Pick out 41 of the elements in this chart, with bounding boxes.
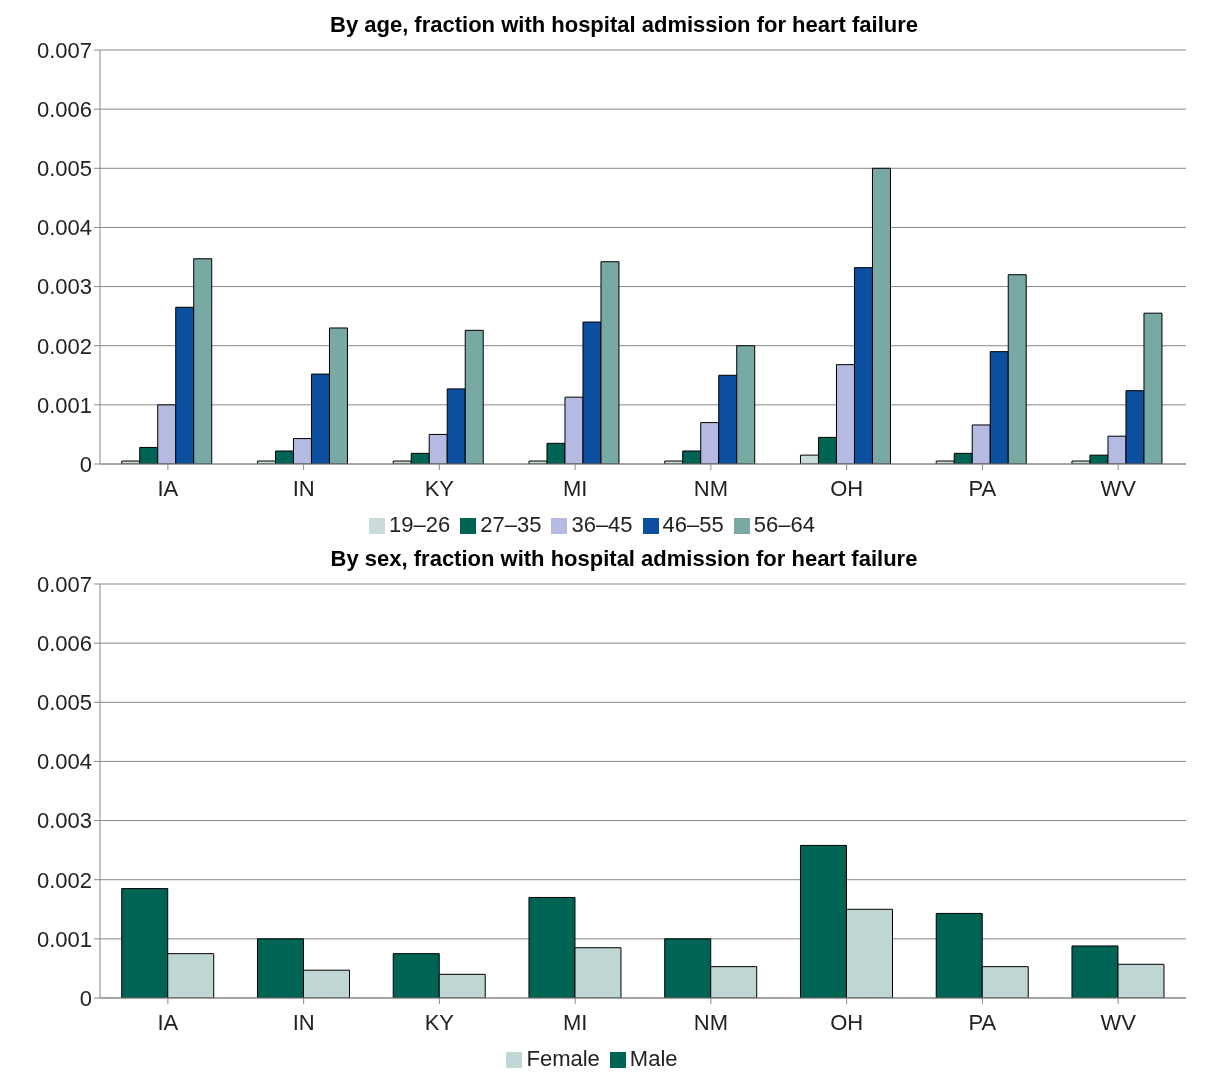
x-tick-label: WV — [1100, 475, 1137, 501]
y-tick-label: 0.004 — [36, 749, 92, 775]
y-tick-label: 0.003 — [36, 808, 92, 834]
x-tick-label: KY — [424, 1009, 455, 1035]
x-tick-label: IA — [157, 1009, 179, 1035]
y-tick-label: 0.001 — [36, 392, 92, 418]
y-tick-label: 0.005 — [36, 690, 92, 716]
y-tick-label: 0.002 — [36, 867, 92, 893]
y-tick-label: 0.004 — [36, 215, 92, 241]
chart-title: By sex, fraction with hospital admission for heart failure — [330, 546, 918, 571]
chart-title: By age, fraction with hospital admission for heart failure — [330, 12, 918, 37]
x-tick-label: NM — [693, 1009, 728, 1035]
legend-label: 46–55 — [662, 512, 724, 537]
x-tick-label: MI — [562, 1009, 588, 1035]
legend-label: Male — [629, 1046, 678, 1071]
y-tick-label: 0.007 — [36, 37, 92, 63]
y-tick-label: 0.007 — [36, 571, 92, 597]
y-tick-label: 0.001 — [36, 926, 92, 952]
y-tick-label: 0.006 — [36, 630, 92, 656]
x-tick-label: PA — [968, 1009, 997, 1035]
y-tick-label: 0.005 — [36, 156, 92, 182]
x-tick-label: PA — [968, 475, 997, 501]
legend-label: 36–45 — [571, 512, 633, 537]
legend-label: 27–35 — [480, 512, 542, 537]
x-tick-label: IA — [157, 475, 179, 501]
x-tick-label: WV — [1100, 1009, 1137, 1035]
x-tick-label: NM — [693, 475, 728, 501]
x-tick-label: OH — [830, 1009, 864, 1035]
legend-label: 19–26 — [389, 512, 451, 537]
y-tick-label: 0 — [79, 451, 92, 477]
x-tick-label: MI — [562, 475, 588, 501]
legend-label: 56–64 — [753, 512, 815, 537]
x-tick-label: OH — [830, 475, 864, 501]
x-tick-label: IN — [292, 1009, 315, 1035]
x-tick-label: IN — [292, 475, 315, 501]
y-tick-label: 0.002 — [36, 333, 92, 359]
y-tick-label: 0.006 — [36, 96, 92, 122]
legend-label: Female — [526, 1046, 600, 1071]
y-tick-label: 0 — [79, 985, 92, 1011]
x-tick-label: KY — [424, 475, 455, 501]
y-tick-label: 0.003 — [36, 274, 92, 300]
